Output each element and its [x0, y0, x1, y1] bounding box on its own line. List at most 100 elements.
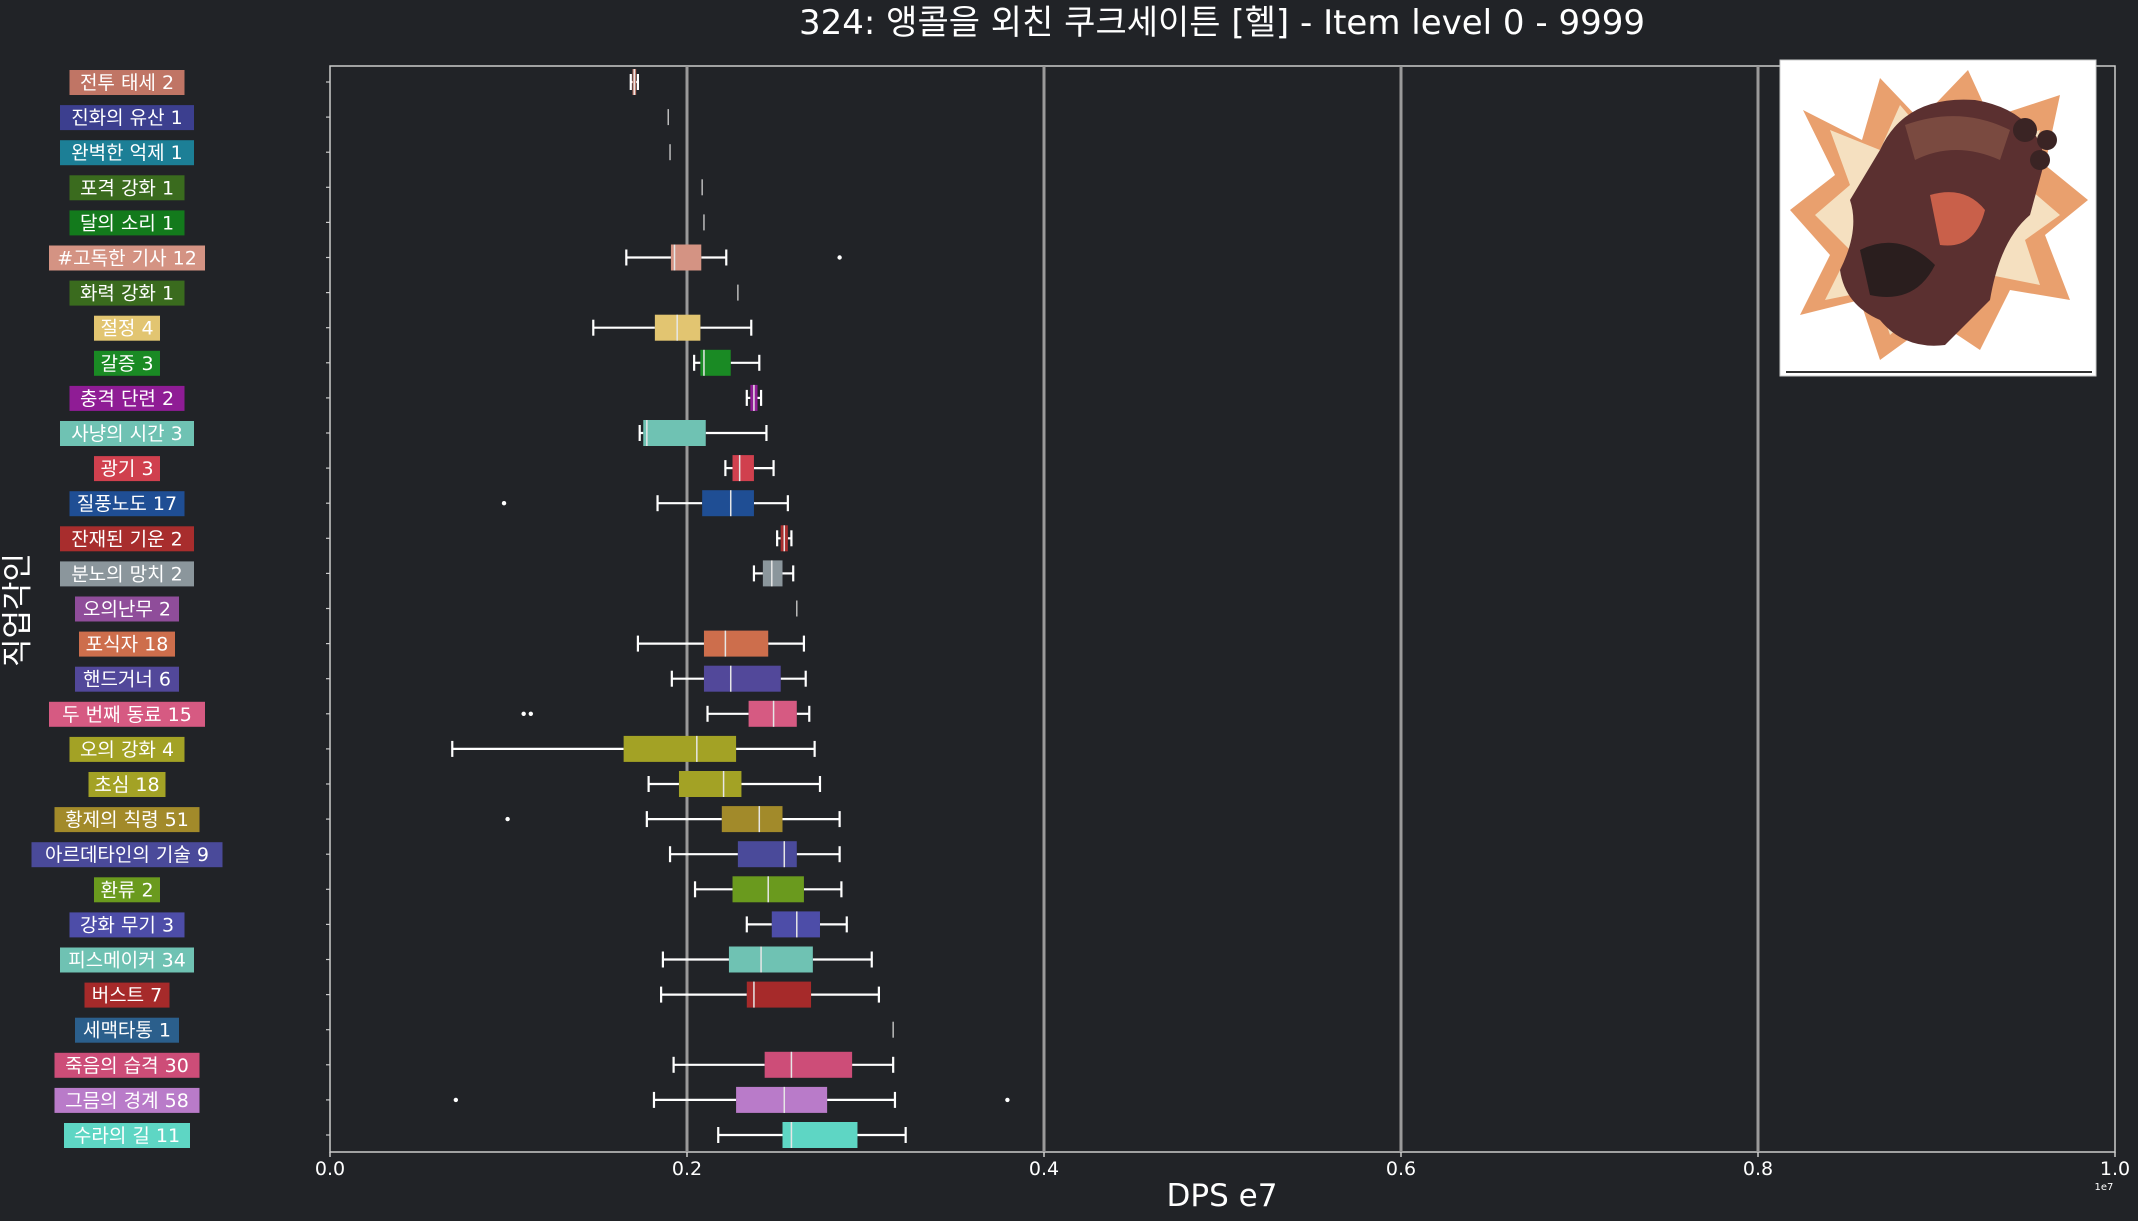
category-label-5: #고독한 기사 12 [57, 248, 197, 270]
category-label-bg-26 [84, 982, 170, 1008]
category-label-12: 질풍노도 17 [77, 493, 177, 515]
box-22 [668, 841, 841, 868]
category-label-bg-21 [54, 807, 200, 833]
box-28 [672, 1051, 895, 1078]
category-label-29: 그믐의 경계 58 [65, 1090, 189, 1112]
category-label-15: 오의난무 2 [83, 599, 171, 621]
category-label-bg-24 [69, 912, 185, 938]
category-label-bg-29 [54, 1087, 200, 1113]
category-label-13: 잔재된 기운 2 [71, 528, 183, 550]
iqr-box-17 [703, 665, 781, 692]
iqr-box-22 [737, 841, 797, 868]
iqr-box-28 [764, 1051, 853, 1078]
x-tick-label-5: 1.0 [2100, 1158, 2130, 1180]
category-label-28: 죽음의 습격 30 [65, 1055, 189, 1077]
x-tick-label-3: 0.6 [1386, 1158, 1416, 1180]
iqr-box-26 [746, 981, 812, 1008]
x-axis-offset-label: 1e7 [2095, 1182, 2114, 1193]
iqr-box-12 [702, 490, 754, 517]
box-17 [670, 665, 807, 692]
category-label-1: 진화의 유산 1 [71, 107, 183, 129]
category-label-17: 핸드거너 6 [83, 669, 171, 691]
category-label-bg-19 [69, 736, 185, 762]
chart-title: 324: 앵콜을 외친 쿠크세이튼 [헬] - Item level 0 - 9… [799, 3, 1645, 43]
category-label-bg-12 [69, 491, 185, 517]
category-label-0: 전투 태세 2 [80, 72, 174, 94]
category-label-7: 절정 4 [100, 318, 153, 340]
outlier-29-0 [453, 1097, 459, 1103]
character-portrait-icon [1779, 59, 2097, 377]
category-label-bg-16 [79, 631, 175, 657]
x-tick-label-1: 0.2 [672, 1158, 702, 1180]
category-label-bg-4 [69, 210, 185, 236]
iqr-box-21 [721, 806, 783, 833]
category-label-bg-9 [69, 385, 185, 411]
category-label-bg-27 [75, 1017, 179, 1043]
category-label-bg-22 [31, 842, 223, 868]
category-label-8: 갈증 3 [100, 353, 153, 375]
category-label-20: 초심 18 [94, 774, 159, 796]
category-label-11: 광기 3 [100, 458, 153, 480]
box-0 [629, 69, 640, 95]
category-label-bg-13 [60, 526, 194, 552]
box-13 [776, 525, 793, 552]
category-label-bg-0 [69, 70, 185, 95]
category-label-16: 포식자 18 [86, 634, 169, 656]
box-8 [693, 349, 761, 376]
category-label-22: 아르데타인의 기술 9 [45, 844, 209, 866]
box-21 [505, 806, 841, 833]
iqr-box-10 [643, 420, 706, 446]
x-tick-label-0: 0.0 [315, 1158, 345, 1180]
outlier-21-0 [505, 816, 510, 822]
category-label-27: 세맥타통 1 [83, 1020, 171, 1042]
category-label-bg-1 [60, 105, 194, 131]
gridlines [685, 66, 1760, 1152]
category-label-3: 포격 강화 1 [80, 177, 174, 199]
iqr-box-30 [782, 1122, 858, 1148]
box-23 [693, 876, 843, 903]
iqr-box-16 [703, 630, 769, 657]
category-label-2: 완벽한 억제 1 [71, 142, 183, 164]
category-label-bg-7 [94, 315, 160, 341]
category-label-30: 수라의 길 11 [74, 1125, 180, 1147]
category-label-bg-28 [54, 1052, 200, 1078]
category-label-26: 버스트 7 [92, 985, 163, 1007]
category-label-21: 황제의 칙령 51 [65, 809, 189, 831]
category-label-bg-10 [60, 421, 194, 446]
category-label-bg-15 [75, 596, 179, 622]
category-label-24: 강화 무기 3 [80, 914, 174, 936]
x-axis-label: DPS e7 [1167, 1178, 1278, 1214]
box-24 [745, 911, 848, 938]
x-tick-labels: 0.0 0.2 0.4 0.6 0.8 1.0 [315, 1152, 2130, 1180]
iqr-box-25 [728, 946, 813, 973]
box-14 [752, 560, 795, 587]
iqr-box-5 [670, 244, 702, 271]
iqr-box-24 [771, 911, 820, 938]
box-25 [661, 946, 873, 973]
box-16 [636, 630, 806, 657]
box-29 [453, 1086, 1010, 1113]
iqr-box-20 [678, 771, 742, 797]
category-label-9: 충격 단련 2 [80, 388, 174, 410]
category-label-bg-11 [94, 456, 160, 482]
outlier-18-0 [521, 711, 526, 716]
category-label-4: 달의 소리 1 [80, 212, 174, 234]
x-tick-label-2: 0.4 [1029, 1158, 1059, 1180]
outlier-5-0 [837, 255, 842, 260]
iqr-box-14 [762, 560, 783, 587]
category-label-bg-25 [60, 947, 194, 973]
iqr-box-19 [623, 735, 737, 762]
outlier-18-1 [528, 711, 534, 716]
category-label-bg-2 [60, 140, 194, 166]
box-10 [638, 420, 768, 446]
category-label-10: 사냥의 시간 3 [71, 423, 183, 445]
box-18 [521, 700, 811, 727]
box-12 [501, 490, 789, 517]
iqr-box-18 [748, 700, 797, 727]
box-26 [660, 981, 880, 1008]
category-label-bg-30 [64, 1123, 190, 1148]
category-label-6: 화력 강화 1 [80, 283, 174, 305]
box-7 [592, 314, 753, 341]
